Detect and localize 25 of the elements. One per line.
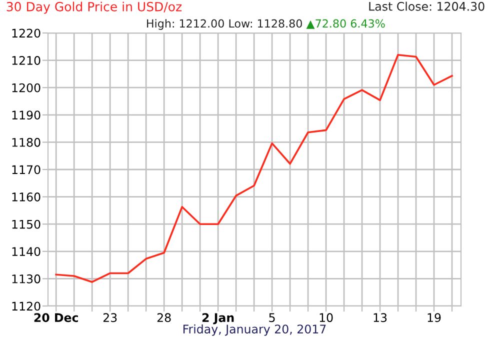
text: ▲72.80 6.43% <box>306 19 385 29</box>
x-tick-label: 20 Dec <box>34 313 78 322</box>
chart-title: 30 Day Gold Price in USD/oz <box>6 2 182 14</box>
y-tick-label: 1130 <box>12 274 40 284</box>
y-tick-label: 1170 <box>12 165 40 174</box>
x-tick-label: 13 <box>374 313 387 322</box>
y-tick-label: 1210 <box>12 56 40 65</box>
y-tick-label: 1200 <box>12 83 40 92</box>
y-tick-label: 1150 <box>12 220 40 229</box>
y-tick-label: 1120 <box>12 302 40 311</box>
x-tick-label: 23 <box>103 313 117 322</box>
y-tick-label: 1220 <box>12 28 40 38</box>
line-series <box>55 54 453 283</box>
x-tick-label: 10 <box>320 313 333 322</box>
y-tick-label: 1180 <box>12 138 40 147</box>
y-tick-label: 1160 <box>12 192 40 202</box>
x-tick-label: 19 <box>428 313 441 322</box>
text: Last Close: 1204.30 <box>369 2 484 11</box>
x-tick-label: 2 Jan <box>202 313 234 324</box>
x-tick-label: 5 <box>269 313 275 322</box>
x-tick-label: 28 <box>157 313 171 322</box>
x-axis-title: Friday, January 20, 2017 <box>183 324 326 336</box>
y-tick-label: 1190 <box>12 110 40 120</box>
y-tick-label: 1140 <box>12 247 40 256</box>
chart-subtitle: High: 1212.00 Low: 1128.80 <box>147 19 302 30</box>
